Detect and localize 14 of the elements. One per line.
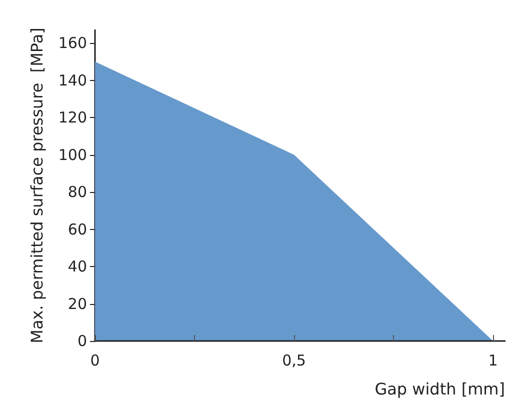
y-tick-label: 60 bbox=[68, 220, 87, 238]
y-tick-label: 40 bbox=[68, 258, 87, 276]
y-tick-label: 80 bbox=[68, 183, 87, 202]
y-tick-label: 120 bbox=[58, 108, 87, 127]
x-tick-label: 1 bbox=[488, 352, 498, 370]
x-tick-label: 0 bbox=[90, 352, 100, 370]
x-tick-label: 0,5 bbox=[282, 352, 306, 370]
y-tick-label: 100 bbox=[58, 146, 87, 164]
x-axis-title: Gap width [mm] bbox=[374, 380, 505, 398]
y-axis-title: Max. permitted surface pressure [MPa] bbox=[28, 28, 46, 344]
y-tick-label: 140 bbox=[58, 71, 87, 90]
y-tick-label: 20 bbox=[68, 294, 87, 313]
y-tick-label: 0 bbox=[77, 332, 87, 350]
y-tick-label: 160 bbox=[58, 34, 87, 52]
